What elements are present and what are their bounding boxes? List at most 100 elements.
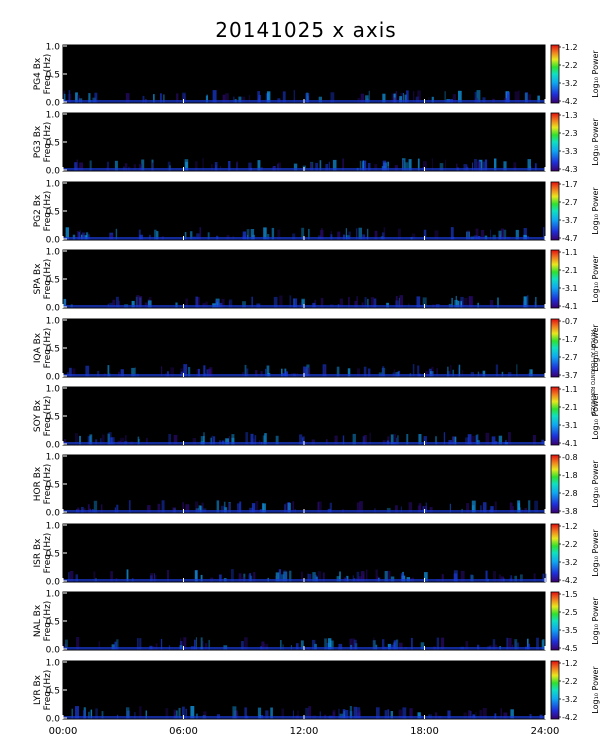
colorbar-tick-label: -4.2: [562, 576, 578, 585]
panel-iqa-colorbar: [551, 319, 559, 377]
y-tick-label: 1.0: [46, 522, 61, 532]
panel-isr-background: [63, 524, 545, 582]
panel-spa-colorbar: [551, 250, 559, 308]
colorbar-tick-label: -3.7: [562, 371, 578, 380]
y-tick-label: 1.0: [46, 590, 61, 600]
x-tick-label: 12:00: [290, 726, 319, 737]
panel-pg3-background: [63, 113, 545, 171]
y-tick-label: 1.0: [46, 180, 61, 190]
panel-iqa-colorbar-label: Log₁₀ Power: [591, 324, 600, 372]
panel-hor-colorbar-label: Log₁₀ Power: [591, 460, 600, 508]
colorbar-tick-label: -2.1: [562, 403, 578, 412]
colorbar-tick-label: -2.1: [562, 266, 578, 275]
colorbar-tick-label: -3.1: [562, 421, 578, 430]
panel-nal-ylabel: Freq (Hz): [43, 601, 53, 642]
colorbar-tick-label: -2.2: [562, 540, 578, 549]
y-tick-label: 1.0: [46, 248, 61, 258]
y-tick-label: 0.0: [46, 167, 61, 177]
panel-iqa-ylabel: IQA Bx: [33, 332, 43, 363]
panel-nal-background: [63, 592, 545, 650]
y-tick-label: 0.0: [46, 578, 61, 588]
panel-isr-ylabel: ISR Bx: [33, 538, 43, 568]
colorbar-tick-label: -1.7: [562, 335, 578, 344]
x-tick-label: 00:00: [49, 726, 78, 737]
y-tick-label: 0.0: [46, 715, 61, 725]
panel-pg2-ylabel: PG2 Bx: [33, 194, 43, 227]
panel-soy-ylabel: Freq (Hz): [43, 396, 53, 437]
colorbar-tick-label: -4.3: [562, 165, 578, 174]
panel-spa-ylabel: Freq (Hz): [43, 259, 53, 300]
y-tick-label: 1.0: [46, 659, 61, 669]
panel-pg2-colorbar: [551, 182, 559, 240]
panel-soy-ylabel: SOY Bx: [33, 399, 43, 432]
panel-pg4-background: [63, 45, 545, 103]
colorbar-tick-label: -2.5: [562, 608, 578, 617]
panel-isr-ylabel: Freq (Hz): [43, 533, 53, 574]
colorbar-tick-label: -4.5: [562, 644, 578, 653]
panel-soy-colorbar: [551, 387, 559, 445]
panel-pg4-colorbar-label: Log₁₀ Power: [591, 50, 600, 98]
panel-pg4-ylabel: Freq (Hz): [43, 54, 53, 95]
panel-lyr-ylabel: LYR Bx: [33, 674, 43, 705]
panel-lyr-background: [63, 661, 545, 719]
colorbar-tick-label: -4.2: [562, 97, 578, 106]
y-tick-label: 0.0: [46, 509, 61, 519]
colorbar-tick-label: -0.7: [562, 317, 578, 326]
panel-iqa-ylabel: Freq (Hz): [43, 328, 53, 369]
y-tick-label: 0.0: [46, 373, 61, 383]
colorbar-tick-label: -2.7: [562, 353, 578, 362]
y-tick-label: 1.0: [46, 111, 61, 121]
panel-pg3-colorbar-label: Log₁₀ Power: [591, 118, 600, 166]
panel-pg3-colorbar: [551, 113, 559, 171]
panel-isr-colorbar-label: Log₁₀ Power: [591, 529, 600, 577]
y-tick-label: 0.0: [46, 646, 61, 656]
panel-spa-ylabel: SPA Bx: [33, 263, 43, 295]
panel-pg4-colorbar: [551, 45, 559, 103]
panel-lyr-colorbar: [551, 661, 559, 719]
colorbar-tick-label: -1.5: [562, 590, 578, 599]
panel-nal-colorbar: [551, 592, 559, 650]
colorbar-tick-label: -1.7: [562, 180, 578, 189]
colorbar-tick-label: -3.2: [562, 695, 578, 704]
panel-pg2-colorbar-label: Log₁₀ Power: [591, 187, 600, 235]
panel-hor-ylabel: Freq (Hz): [43, 464, 53, 505]
panel-pg3-ylabel: Freq (Hz): [43, 122, 53, 163]
panel-spa-colorbar-label: Log₁₀ Power: [591, 255, 600, 303]
panel-nal-colorbar-label: Log₁₀ Power: [591, 597, 600, 645]
colorbar-tick-label: -1.2: [562, 659, 578, 668]
x-tick-label: 06:00: [169, 726, 198, 737]
colorbar-tick-label: -3.7: [562, 216, 578, 225]
colorbar-tick-label: -3.8: [562, 507, 578, 516]
colorbar-tick-label: -3.5: [562, 626, 578, 635]
colorbar-tick-label: -1.8: [562, 471, 578, 480]
y-tick-label: 1.0: [46, 317, 61, 327]
colorbar-tick-label: -3.2: [562, 558, 578, 567]
y-tick-label: 1.0: [46, 43, 61, 53]
colorbar-tick-label: -4.2: [562, 713, 578, 722]
colorbar-tick-label: -1.1: [562, 385, 578, 394]
panel-lyr-ylabel: Freq (Hz): [43, 670, 53, 711]
colorbar-tick-label: -4.1: [562, 302, 578, 311]
y-tick-label: 1.0: [46, 385, 61, 395]
colorbar-tick-label: -3.3: [562, 147, 578, 156]
panel-lyr-colorbar-label: Log₁₀ Power: [591, 666, 600, 714]
panel-isr-colorbar: [551, 524, 559, 582]
x-tick-label: 18:00: [410, 726, 439, 737]
colorbar-tick-label: -2.8: [562, 489, 578, 498]
colorbar-tick-label: -2.2: [562, 61, 578, 70]
colorbar-tick-label: -1.1: [562, 248, 578, 257]
panel-pg4-ylabel: PG4 Bx: [33, 57, 43, 90]
colorbar-tick-label: -2.3: [562, 129, 578, 138]
panel-hor-ylabel: HOR Bx: [33, 466, 43, 501]
colorbar-tick-label: -0.8: [562, 453, 578, 462]
colorbar-tick-label: -4.7: [562, 234, 578, 243]
y-tick-label: 0.0: [46, 441, 61, 451]
panel-hor-colorbar: [551, 455, 559, 513]
colorbar-tick-label: -1.2: [562, 43, 578, 52]
panel-pg2-ylabel: Freq (Hz): [43, 191, 53, 232]
colorbar-tick-label: -3.1: [562, 284, 578, 293]
y-tick-label: 0.0: [46, 99, 61, 109]
colorbar-tick-label: -2.7: [562, 198, 578, 207]
panel-pg3-ylabel: PG3 Bx: [33, 125, 43, 158]
